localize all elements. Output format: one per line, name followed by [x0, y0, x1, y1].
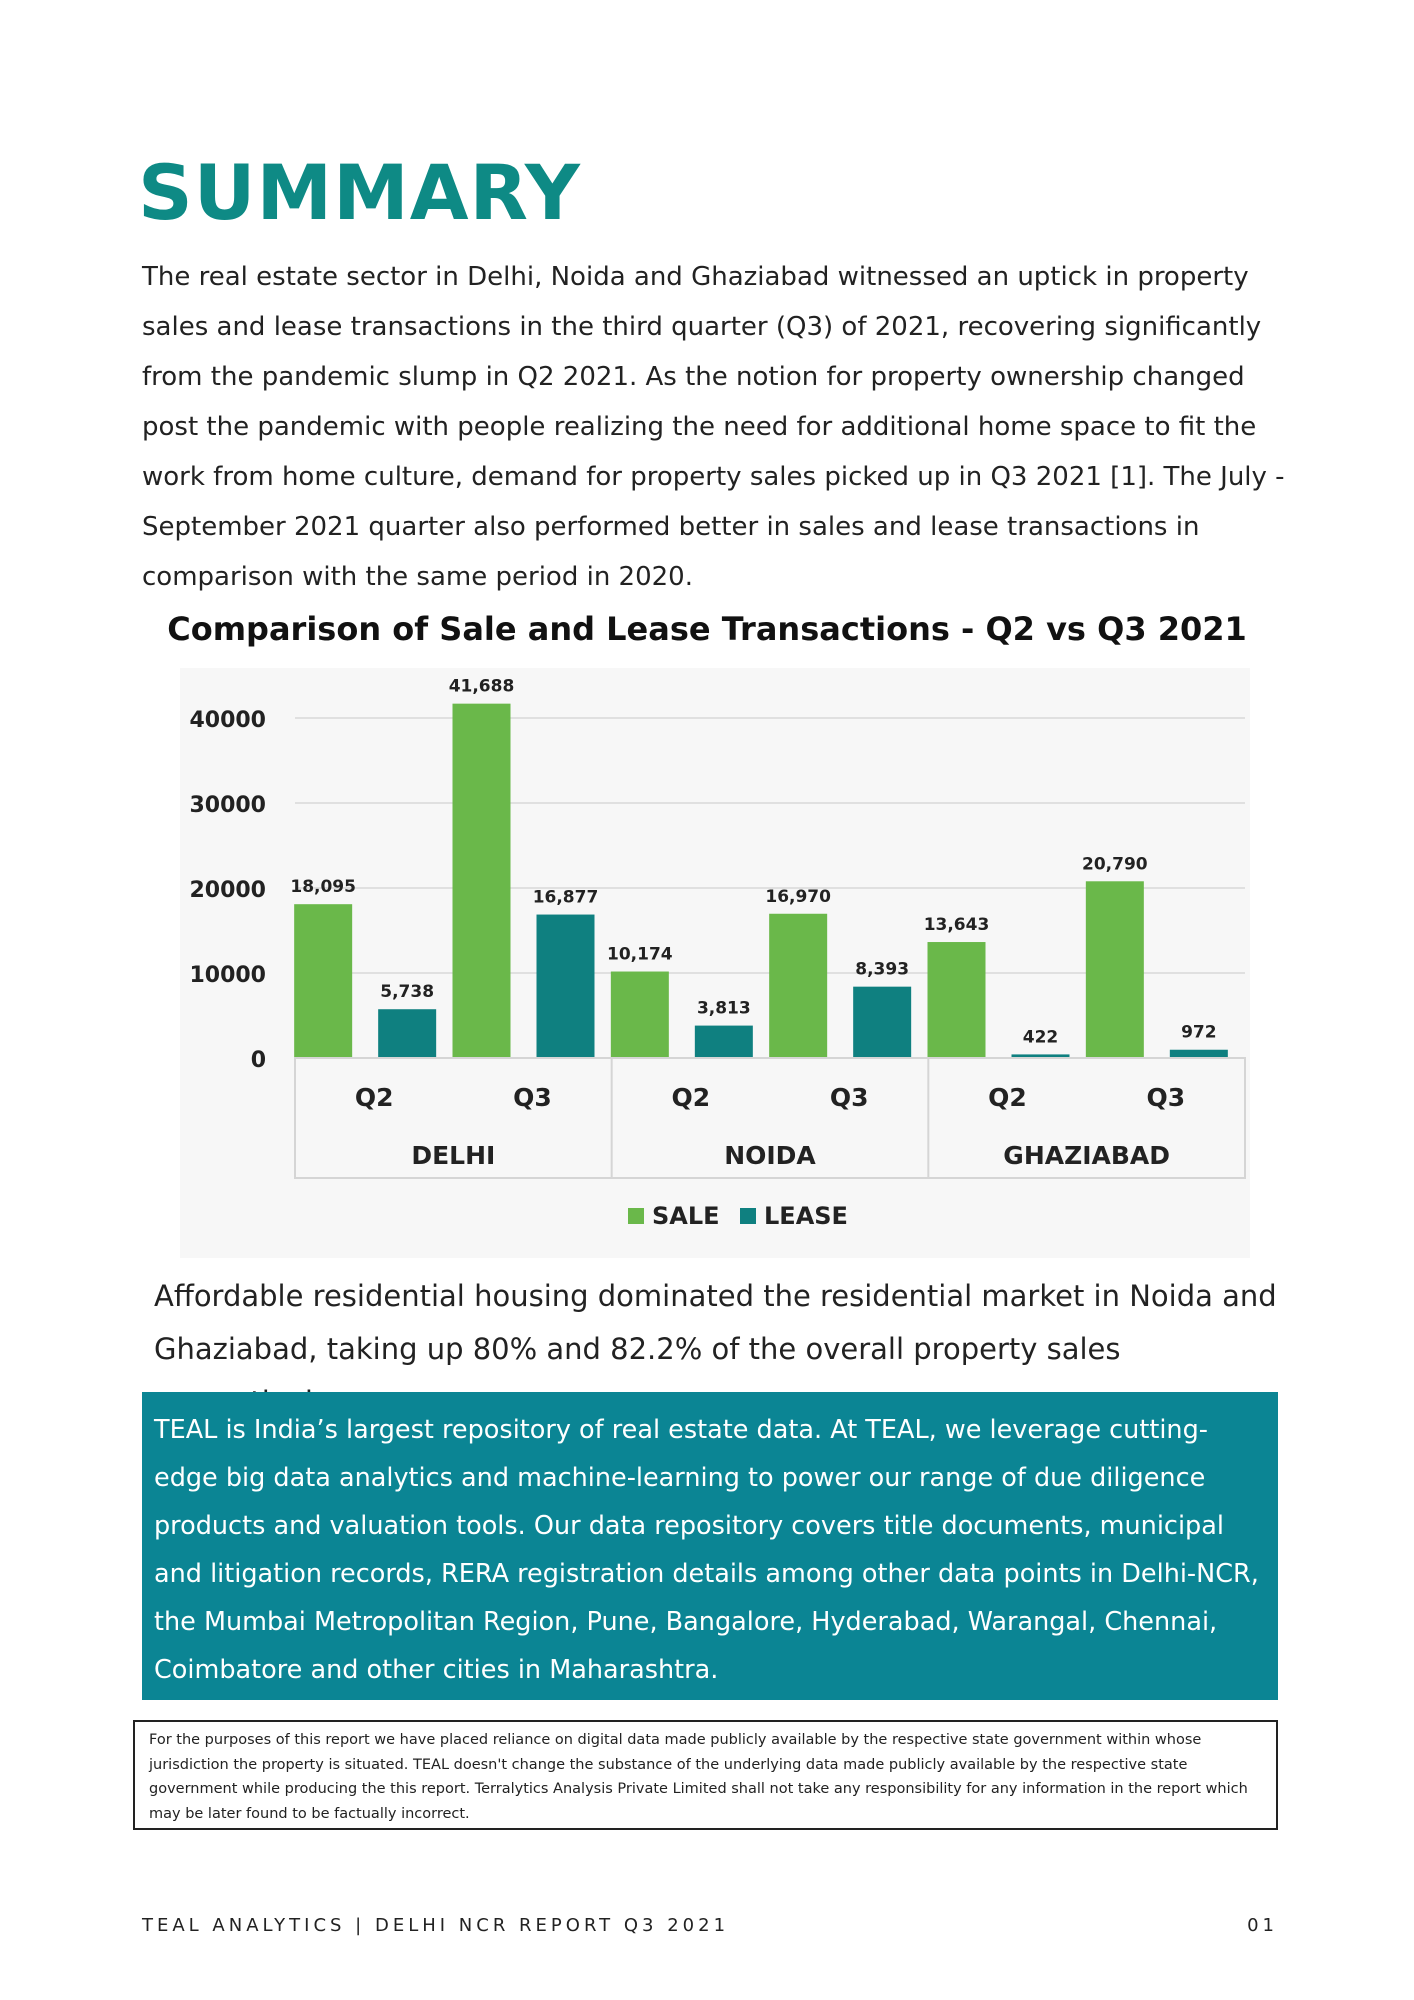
disclaimer-box: For the purposes of this report we have … [133, 1720, 1278, 1830]
affordable-housing-paragraph: Affordable residential housing dominated… [154, 1279, 1277, 1419]
sale-data-label: 10,174 [607, 945, 673, 965]
intro-paragraph: The real estate sector in Delhi, Noida a… [142, 262, 1285, 592]
x-tick-label: Q3 [830, 1083, 869, 1112]
lease-data-label: 16,877 [533, 888, 599, 908]
legend-sale-label: SALE [652, 1202, 720, 1230]
sale-bar [1085, 881, 1144, 1058]
chart-title: Comparison of Sale and Lease Transaction… [167, 610, 1247, 648]
sale-bar [769, 913, 828, 1058]
lease-data-label: 3,813 [697, 999, 751, 1019]
legend-sale-swatch [628, 1208, 644, 1224]
y-tick-label: 0 [251, 1048, 266, 1073]
x-tick-label: Q3 [1147, 1083, 1186, 1112]
x-tick-label: Q2 [988, 1083, 1027, 1112]
group-label: GHAZIABAD [1003, 1141, 1170, 1170]
teal-info-box: TEAL is India’s largest repository of re… [142, 1392, 1278, 1700]
y-tick-label: 40000 [189, 708, 266, 733]
sale-data-label: 20,790 [1082, 854, 1148, 874]
lease-data-label: 8,393 [855, 960, 909, 980]
sale-data-label: 13,643 [924, 915, 990, 935]
lease-bar [1169, 1049, 1228, 1058]
sale-bar [452, 703, 511, 1058]
x-tick-label: Q2 [672, 1083, 711, 1112]
lease-bar [1011, 1054, 1070, 1058]
disclaimer-text: For the purposes of this report we have … [149, 1732, 1248, 1822]
legend-lease-swatch [740, 1208, 756, 1224]
footer: TEAL ANALYTICS | DELHI NCR REPORT Q3 202… [142, 1915, 1278, 1936]
lease-bar [378, 1009, 437, 1058]
y-tick-label: 20000 [189, 878, 266, 903]
sale-bar [610, 971, 669, 1058]
lease-bar [853, 986, 912, 1058]
lease-data-label: 972 [1181, 1023, 1217, 1043]
page-number: 01 [1247, 1915, 1278, 1936]
sale-data-label: 16,970 [765, 887, 831, 907]
page-title: SUMMARY [138, 148, 581, 237]
x-tick-label: Q3 [513, 1083, 552, 1112]
lease-bar [536, 914, 595, 1058]
sale-data-label: 18,095 [290, 877, 356, 897]
x-tick-label: Q2 [355, 1083, 394, 1112]
chart-background [180, 668, 1250, 1258]
footer-report-name: TEAL ANALYTICS | DELHI NCR REPORT Q3 202… [142, 1915, 730, 1936]
sale-bar [294, 904, 353, 1058]
lease-data-label: 422 [1023, 1027, 1059, 1047]
sale-bar [927, 942, 986, 1058]
x-axis-frame [294, 1057, 1246, 1179]
y-tick-label: 10000 [189, 963, 266, 988]
sale-data-label: 41,688 [449, 677, 515, 697]
lease-bar [694, 1025, 753, 1058]
group-label: NOIDA [724, 1141, 816, 1170]
teal-info-text: TEAL is India’s largest repository of re… [154, 1415, 1259, 1685]
bar-chart: 0 10000 20000 30000 40000 18,095 5,738 41,688 1… [180, 668, 1250, 1258]
group-label: DELHI [411, 1141, 495, 1170]
lease-data-label: 5,738 [380, 982, 434, 1002]
legend-lease-label: LEASE [764, 1202, 848, 1230]
y-tick-label: 30000 [189, 793, 266, 818]
